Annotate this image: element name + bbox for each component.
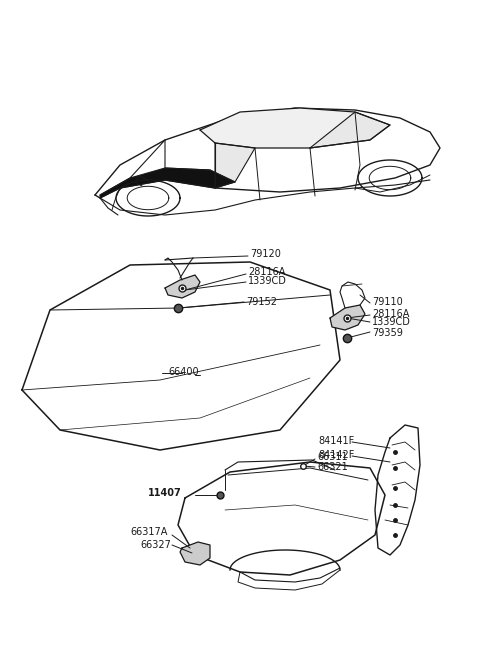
Polygon shape [330, 305, 365, 330]
Polygon shape [100, 168, 235, 198]
Text: 79120: 79120 [250, 249, 281, 259]
Text: 84142F: 84142F [318, 450, 354, 460]
Polygon shape [180, 542, 210, 565]
Text: 1339CD: 1339CD [248, 276, 287, 286]
Text: 66400: 66400 [168, 367, 199, 377]
Text: 84141F: 84141F [318, 436, 354, 446]
Text: 66311: 66311 [317, 452, 348, 462]
Text: 66317A: 66317A [130, 527, 168, 537]
Text: 79359: 79359 [372, 328, 403, 338]
Text: 66327: 66327 [140, 540, 171, 550]
Text: 79110: 79110 [372, 297, 403, 307]
Text: 79152: 79152 [246, 297, 277, 307]
Text: 66321: 66321 [317, 462, 348, 472]
Text: 1339CD: 1339CD [372, 317, 411, 327]
Polygon shape [215, 143, 255, 188]
Text: 28116A: 28116A [372, 309, 409, 319]
Polygon shape [22, 262, 340, 450]
Polygon shape [178, 462, 385, 575]
Polygon shape [165, 275, 200, 298]
Polygon shape [310, 112, 390, 148]
Polygon shape [200, 108, 390, 148]
Text: 28116A: 28116A [248, 267, 286, 277]
Polygon shape [95, 108, 440, 198]
Polygon shape [375, 425, 420, 555]
Text: 11407: 11407 [148, 488, 182, 498]
